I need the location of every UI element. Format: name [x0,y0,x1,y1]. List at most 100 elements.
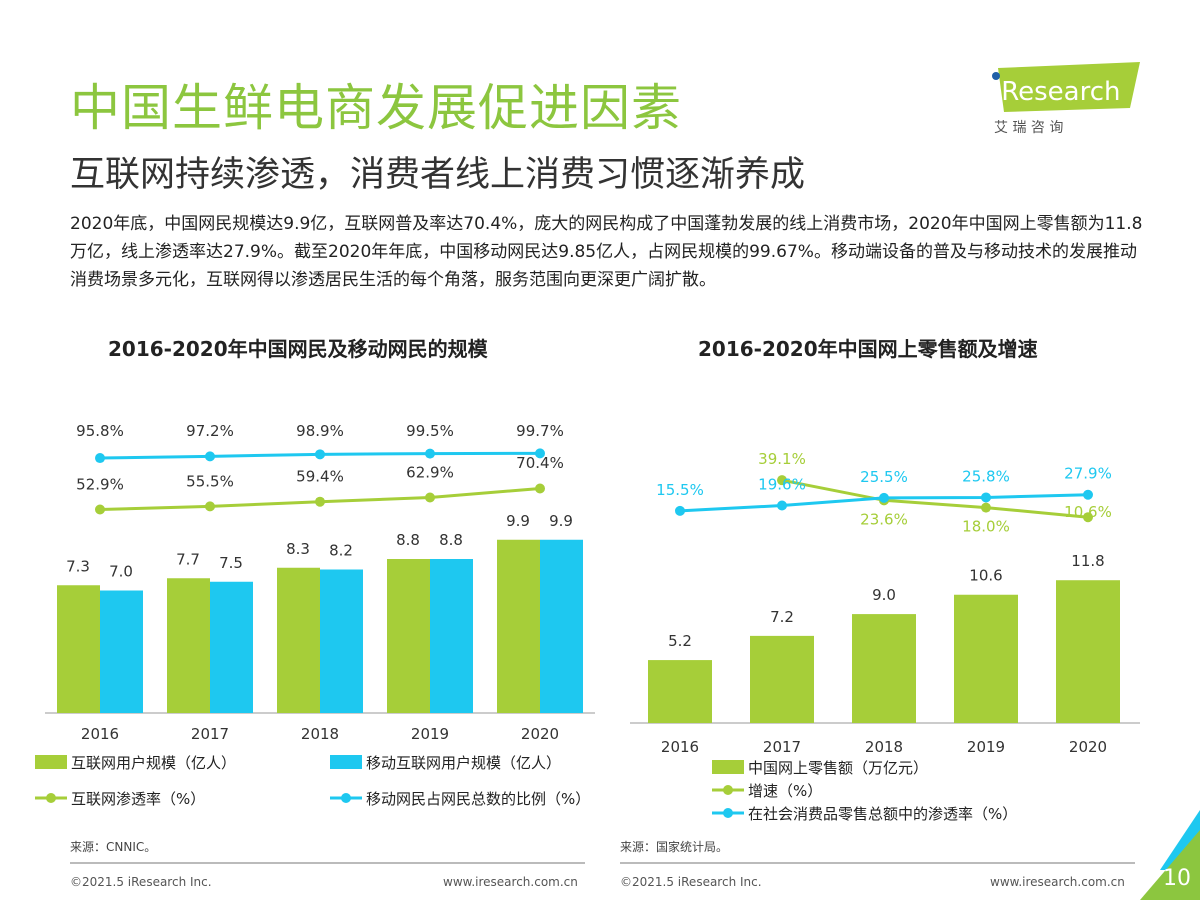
point-label: 97.2% [186,422,234,440]
line-point [315,496,325,507]
logo-cn: 艾 瑞 咨 询 [994,120,1063,136]
logo-text: iResearch [994,77,1120,107]
bar-label: 8.3 [286,540,310,558]
bar-label: 8.8 [396,531,420,549]
x-tick-label: 2016 [81,725,119,743]
page-title: 中国生鲜电商发展促进因素 [70,79,682,137]
divider [620,862,1135,864]
page-number: 10 [1163,866,1191,891]
legend-label: 移动互联网用户规模（亿人） [366,754,561,772]
legend-marker [46,793,56,803]
point-label: 62.9% [406,464,454,482]
legend-swatch [330,755,362,769]
line-point [879,492,889,503]
bar [750,635,814,723]
point-label: 95.8% [76,422,124,440]
legend-label: 在社会消费品零售总额中的渗透率（%） [748,805,1017,823]
line-point [205,451,215,462]
line-point [535,448,545,459]
divider [70,862,585,864]
source-2: 来源：国家统计局。 [620,840,729,854]
point-label: 70.4% [516,454,564,472]
legend-marker [723,808,733,818]
point-label: 25.8% [962,467,1010,485]
bar-label: 7.5 [219,554,243,572]
point-label: 25.5% [860,468,908,486]
line-point [315,449,325,460]
x-tick-label: 2017 [191,725,229,743]
point-label: 27.9% [1064,465,1112,483]
point-label: 55.5% [186,472,234,490]
legend-label: 互联网用户规模（亿人） [71,754,236,772]
x-tick-label: 2020 [521,725,559,743]
point-label: 98.9% [296,422,344,440]
point-label: 99.5% [406,422,454,440]
website-link[interactable]: www.iresearch.com.cn [990,875,1125,889]
line-point [535,483,545,494]
point-label: 39.1% [758,450,806,468]
body-text: 2020年底，中国网民规模达9.9亿，互联网普及率达70.4%，庞大的网民构成了… [70,214,1143,290]
point-label: 23.6% [860,510,908,528]
chart1-title: 2016-2020年中国网民及移动网民的规模 [108,337,488,361]
bar [100,590,143,713]
bar-label: 8.8 [439,531,463,549]
legend-label: 互联网渗透率（%） [71,790,205,808]
bar-label: 9.0 [872,586,896,604]
bar-label: 7.3 [66,557,90,575]
line-point [777,500,787,511]
legend-marker [723,785,733,795]
bar [497,539,540,713]
line-point [981,492,991,503]
line-point [95,453,105,464]
website-link[interactable]: www.iresearch.com.cn [443,875,578,889]
source-1: 来源：CNNIC。 [70,840,157,854]
bar-label: 10.6 [969,567,1002,585]
bar [852,614,916,723]
point-label: 99.7% [516,422,564,440]
bar [1056,580,1120,723]
bar [57,585,100,713]
line-point [675,505,685,516]
copyright: ©2021.5 iResearch Inc. [620,875,762,889]
series-line [781,478,1089,519]
bar [954,594,1018,723]
line-point [95,504,105,515]
bar [648,660,712,723]
legend-label: 中国网上零售额（万亿元） [748,759,928,777]
point-label: 52.9% [76,476,124,494]
line-point [777,475,787,486]
bar-label: 7.7 [176,550,200,568]
line-point [425,448,435,459]
x-tick-label: 2019 [411,725,449,743]
bar-label: 9.9 [549,512,573,530]
x-tick-label: 2019 [967,738,1005,756]
corner-decoration [1140,810,1200,900]
bar [387,559,430,713]
bar-label: 5.2 [668,632,692,650]
x-tick-label: 2016 [661,738,699,756]
chart2-title: 2016-2020年中国网上零售额及增速 [698,337,1038,361]
line-point [1083,512,1093,523]
bar [277,567,320,713]
bar-label: 7.0 [109,563,133,581]
x-tick-label: 2018 [301,725,339,743]
legend-swatch [35,755,67,769]
legend-label: 增速（%） [748,782,822,800]
point-label: 10.6% [1064,503,1112,521]
bar [430,559,473,713]
point-label: 18.0% [962,518,1010,536]
bar-label: 9.9 [506,512,530,530]
bar-label: 11.8 [1071,552,1104,570]
iresearch-logo: iResearch 艾 瑞 咨 询 [990,62,1140,136]
bar-label: 8.2 [329,542,353,560]
point-label: 19.6% [758,476,806,494]
page-subtitle: 互联网持续渗透，消费者线上消费习惯逐渐养成 [70,155,806,195]
point-label: 15.5% [656,481,704,499]
line-point [1083,489,1093,500]
line-point [205,501,215,512]
x-tick-label: 2018 [865,738,903,756]
x-tick-label: 2017 [763,738,801,756]
bar [210,581,253,713]
legend-marker [341,793,351,803]
